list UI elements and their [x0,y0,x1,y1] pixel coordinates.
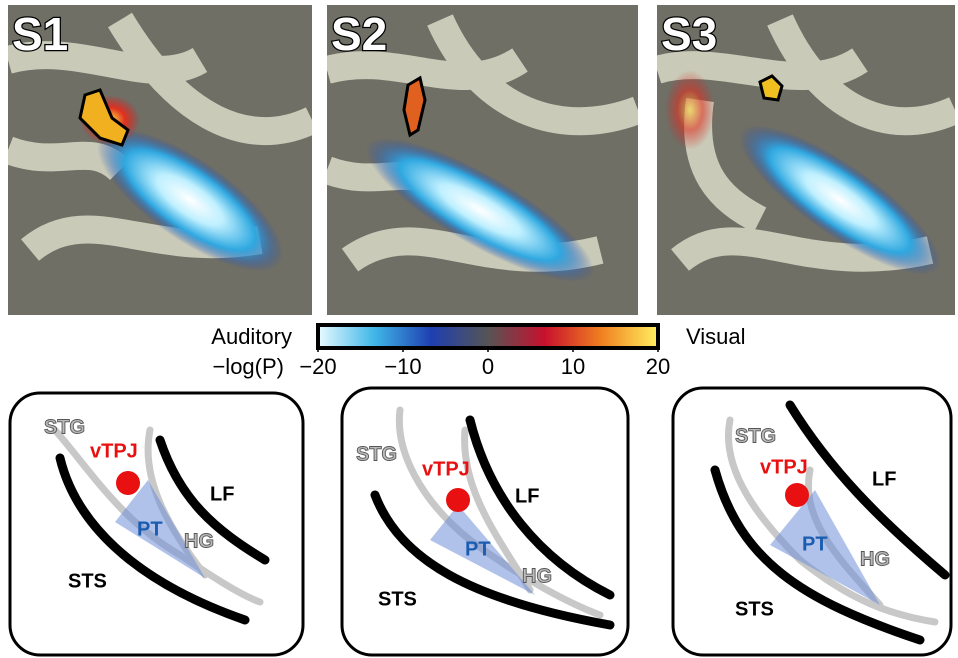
brain-panel: S2 [327,5,638,315]
label-pt: PT [137,518,163,540]
colorbar-tick-label: −10 [384,354,421,379]
label-lf: LF [872,468,896,490]
panel-label: S2 [331,8,387,60]
label-stg: STG [356,443,397,465]
colorbar-left-label: Auditory [211,324,292,349]
colorbar-tick-label: 10 [561,354,585,379]
label-sts: STS [68,570,107,592]
label-pt: PT [802,533,828,555]
label-sts: STS [735,598,774,620]
colorbar-right-label: Visual [686,324,746,349]
label-lf: LF [210,483,234,505]
colorbar-gradient [316,323,660,350]
diagram: STG vTPJ LF PT HG STS [340,386,630,657]
colorbar-tick-label: −20 [299,354,336,379]
label-stg: STG [44,416,85,438]
colorbar-axis-label: −log(P) [212,354,284,379]
label-hg: HG [522,565,552,587]
colorbar-tick-label: 20 [646,354,670,379]
label-hg: HG [184,530,214,552]
colorbar-tick-label: 0 [482,354,494,379]
label-vtpj: vTPJ [760,456,808,478]
colorbar: Auditory Visual −log(P) −20 −10 0 10 20 [211,323,746,379]
brain-panel: S1 [8,5,312,315]
panel-label: S3 [661,8,717,60]
label-stg: STG [735,425,776,447]
label-vtpj: vTPJ [90,440,138,462]
panel-label: S1 [12,8,68,60]
diagram: STG vTPJ LF PT HG STS [8,391,305,657]
label-vtpj: vTPJ [422,458,470,480]
label-hg: HG [860,548,890,570]
label-lf: LF [515,485,539,507]
label-pt: PT [465,538,491,560]
label-sts: STS [378,588,417,610]
brain-panel: S3 [657,5,955,315]
diagram: STG vTPJ LF PT HG STS [671,386,953,657]
